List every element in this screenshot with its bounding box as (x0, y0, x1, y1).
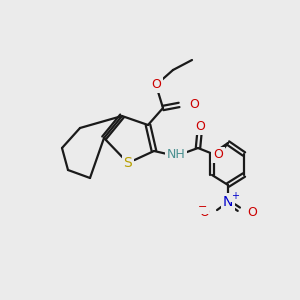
Text: O: O (189, 98, 199, 110)
Text: O: O (213, 148, 223, 161)
Text: +: + (231, 191, 239, 201)
Text: O: O (247, 206, 257, 218)
Text: O: O (195, 121, 205, 134)
Text: S: S (124, 156, 132, 170)
Text: O: O (151, 79, 161, 92)
Text: N: N (223, 195, 233, 209)
Text: O: O (199, 206, 209, 220)
Text: −: − (198, 202, 208, 212)
Text: NH: NH (167, 148, 185, 161)
